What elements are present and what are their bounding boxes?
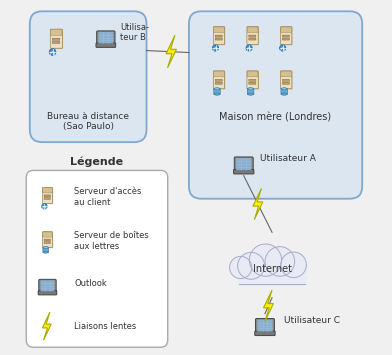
- FancyBboxPatch shape: [98, 32, 113, 44]
- FancyBboxPatch shape: [234, 169, 254, 174]
- FancyBboxPatch shape: [281, 27, 292, 44]
- FancyBboxPatch shape: [238, 259, 307, 286]
- Polygon shape: [263, 290, 274, 321]
- Text: Liaisons lentes: Liaisons lentes: [74, 322, 136, 331]
- FancyBboxPatch shape: [40, 280, 54, 291]
- FancyBboxPatch shape: [214, 71, 224, 77]
- Ellipse shape: [248, 88, 254, 90]
- FancyBboxPatch shape: [282, 35, 290, 37]
- Circle shape: [246, 45, 252, 51]
- FancyBboxPatch shape: [249, 82, 256, 84]
- FancyBboxPatch shape: [26, 170, 168, 347]
- Ellipse shape: [43, 251, 48, 253]
- FancyBboxPatch shape: [282, 82, 290, 84]
- FancyBboxPatch shape: [281, 71, 292, 89]
- FancyBboxPatch shape: [247, 27, 258, 44]
- Ellipse shape: [214, 93, 220, 95]
- FancyBboxPatch shape: [255, 331, 275, 335]
- Text: Maison mère (Londres): Maison mère (Londres): [220, 113, 332, 122]
- FancyBboxPatch shape: [249, 38, 256, 40]
- Polygon shape: [166, 35, 176, 68]
- FancyBboxPatch shape: [282, 79, 290, 81]
- FancyBboxPatch shape: [52, 38, 60, 40]
- FancyBboxPatch shape: [96, 43, 116, 47]
- FancyBboxPatch shape: [44, 197, 51, 200]
- Circle shape: [49, 49, 56, 55]
- Ellipse shape: [281, 88, 287, 90]
- FancyBboxPatch shape: [97, 31, 115, 45]
- Polygon shape: [253, 189, 263, 220]
- Text: Utilisateur A: Utilisateur A: [260, 154, 316, 163]
- Circle shape: [279, 45, 286, 51]
- FancyBboxPatch shape: [214, 71, 225, 89]
- FancyBboxPatch shape: [214, 27, 224, 33]
- FancyBboxPatch shape: [249, 35, 256, 37]
- Ellipse shape: [248, 93, 254, 95]
- FancyBboxPatch shape: [281, 27, 292, 45]
- Text: Légende: Légende: [71, 156, 123, 167]
- Circle shape: [238, 252, 265, 279]
- FancyBboxPatch shape: [30, 11, 147, 142]
- FancyBboxPatch shape: [215, 82, 222, 84]
- FancyBboxPatch shape: [44, 195, 51, 197]
- Circle shape: [265, 247, 295, 276]
- FancyBboxPatch shape: [213, 71, 225, 89]
- FancyBboxPatch shape: [282, 38, 290, 40]
- FancyBboxPatch shape: [215, 38, 222, 40]
- Ellipse shape: [281, 93, 287, 95]
- FancyBboxPatch shape: [247, 88, 254, 94]
- FancyBboxPatch shape: [43, 232, 52, 237]
- FancyBboxPatch shape: [281, 88, 287, 94]
- Text: Serveur de boîtes
aux lettres: Serveur de boîtes aux lettres: [74, 231, 149, 251]
- Ellipse shape: [43, 247, 48, 248]
- FancyBboxPatch shape: [43, 188, 52, 193]
- FancyBboxPatch shape: [44, 239, 51, 241]
- FancyBboxPatch shape: [281, 27, 292, 33]
- FancyBboxPatch shape: [38, 291, 57, 295]
- FancyBboxPatch shape: [42, 232, 53, 247]
- Text: Utilisateur C: Utilisateur C: [285, 316, 340, 325]
- FancyBboxPatch shape: [44, 242, 51, 244]
- FancyBboxPatch shape: [281, 71, 292, 77]
- FancyBboxPatch shape: [51, 29, 62, 36]
- FancyBboxPatch shape: [215, 35, 222, 37]
- Circle shape: [212, 45, 219, 51]
- FancyBboxPatch shape: [249, 79, 256, 81]
- FancyBboxPatch shape: [236, 158, 251, 170]
- FancyBboxPatch shape: [215, 79, 222, 81]
- Ellipse shape: [214, 88, 220, 90]
- Text: Bureau à distance
(Sao Paulo): Bureau à distance (Sao Paulo): [47, 112, 129, 131]
- Text: Outlook: Outlook: [74, 279, 107, 288]
- Circle shape: [230, 256, 252, 279]
- Circle shape: [42, 204, 47, 209]
- FancyBboxPatch shape: [234, 157, 253, 172]
- FancyBboxPatch shape: [52, 41, 60, 43]
- FancyBboxPatch shape: [189, 11, 362, 199]
- Text: Utilisa-
teur B: Utilisa- teur B: [120, 23, 149, 42]
- FancyBboxPatch shape: [257, 320, 272, 332]
- FancyBboxPatch shape: [248, 71, 259, 89]
- FancyBboxPatch shape: [43, 188, 53, 204]
- FancyBboxPatch shape: [248, 27, 259, 45]
- Circle shape: [249, 244, 281, 276]
- FancyBboxPatch shape: [247, 71, 258, 77]
- FancyBboxPatch shape: [214, 88, 220, 94]
- Polygon shape: [42, 312, 51, 340]
- Circle shape: [281, 252, 307, 278]
- Text: Internet: Internet: [252, 264, 292, 274]
- FancyBboxPatch shape: [256, 318, 274, 334]
- FancyBboxPatch shape: [39, 279, 56, 293]
- FancyBboxPatch shape: [51, 30, 63, 49]
- FancyBboxPatch shape: [43, 247, 49, 252]
- FancyBboxPatch shape: [42, 187, 53, 203]
- FancyBboxPatch shape: [281, 71, 292, 89]
- FancyBboxPatch shape: [43, 232, 53, 248]
- Text: Serveur d'accès
au client: Serveur d'accès au client: [74, 187, 142, 207]
- FancyBboxPatch shape: [247, 71, 258, 89]
- FancyBboxPatch shape: [213, 27, 225, 44]
- FancyBboxPatch shape: [214, 27, 225, 45]
- FancyBboxPatch shape: [50, 29, 62, 48]
- FancyBboxPatch shape: [247, 27, 258, 33]
